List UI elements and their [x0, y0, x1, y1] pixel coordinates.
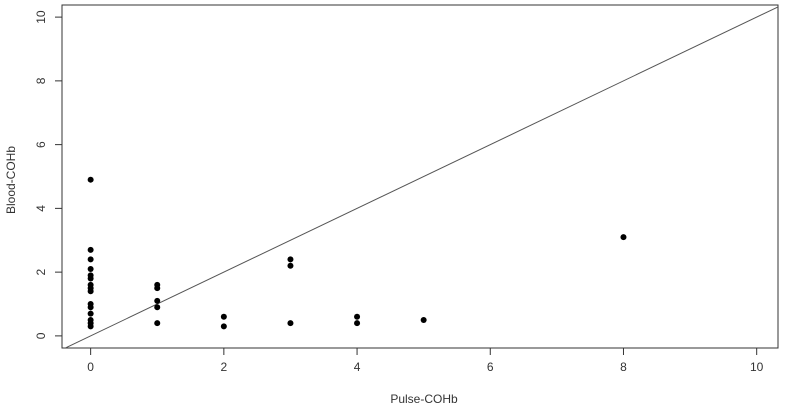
point [220, 323, 227, 330]
point [87, 256, 94, 263]
y-tick-label: 0 [34, 332, 48, 339]
y-tick-label: 10 [34, 10, 48, 24]
point [87, 176, 94, 183]
point [287, 262, 294, 269]
point [354, 313, 361, 320]
point [354, 320, 361, 327]
point [620, 234, 627, 241]
x-tick-label: 0 [87, 360, 94, 374]
point [87, 246, 94, 253]
y-tick-label: 6 [34, 141, 48, 148]
x-tick-label: 6 [487, 360, 494, 374]
y-tick-label: 8 [34, 77, 48, 84]
point [420, 316, 427, 323]
point [154, 285, 161, 292]
y-tick-label: 4 [34, 205, 48, 212]
y-tick-label: 2 [34, 268, 48, 275]
point [87, 275, 94, 282]
y-axis-title: Blood-COHb [4, 146, 18, 214]
point [87, 310, 94, 317]
plot-frame [61, 4, 779, 349]
x-tick-label: 8 [620, 360, 627, 374]
point [87, 304, 94, 311]
point [154, 297, 161, 304]
point [87, 323, 94, 330]
x-tick-label: 10 [750, 360, 764, 374]
point [154, 304, 161, 311]
reference-line [64, 6, 778, 348]
x-tick-label: 4 [354, 360, 361, 374]
x-axis-title: Pulse-COHb [390, 392, 458, 406]
point [87, 288, 94, 295]
x-tick-label: 2 [221, 360, 228, 374]
point [287, 320, 294, 327]
point [287, 256, 294, 263]
point [154, 320, 161, 327]
point [220, 313, 227, 320]
point [87, 265, 94, 272]
